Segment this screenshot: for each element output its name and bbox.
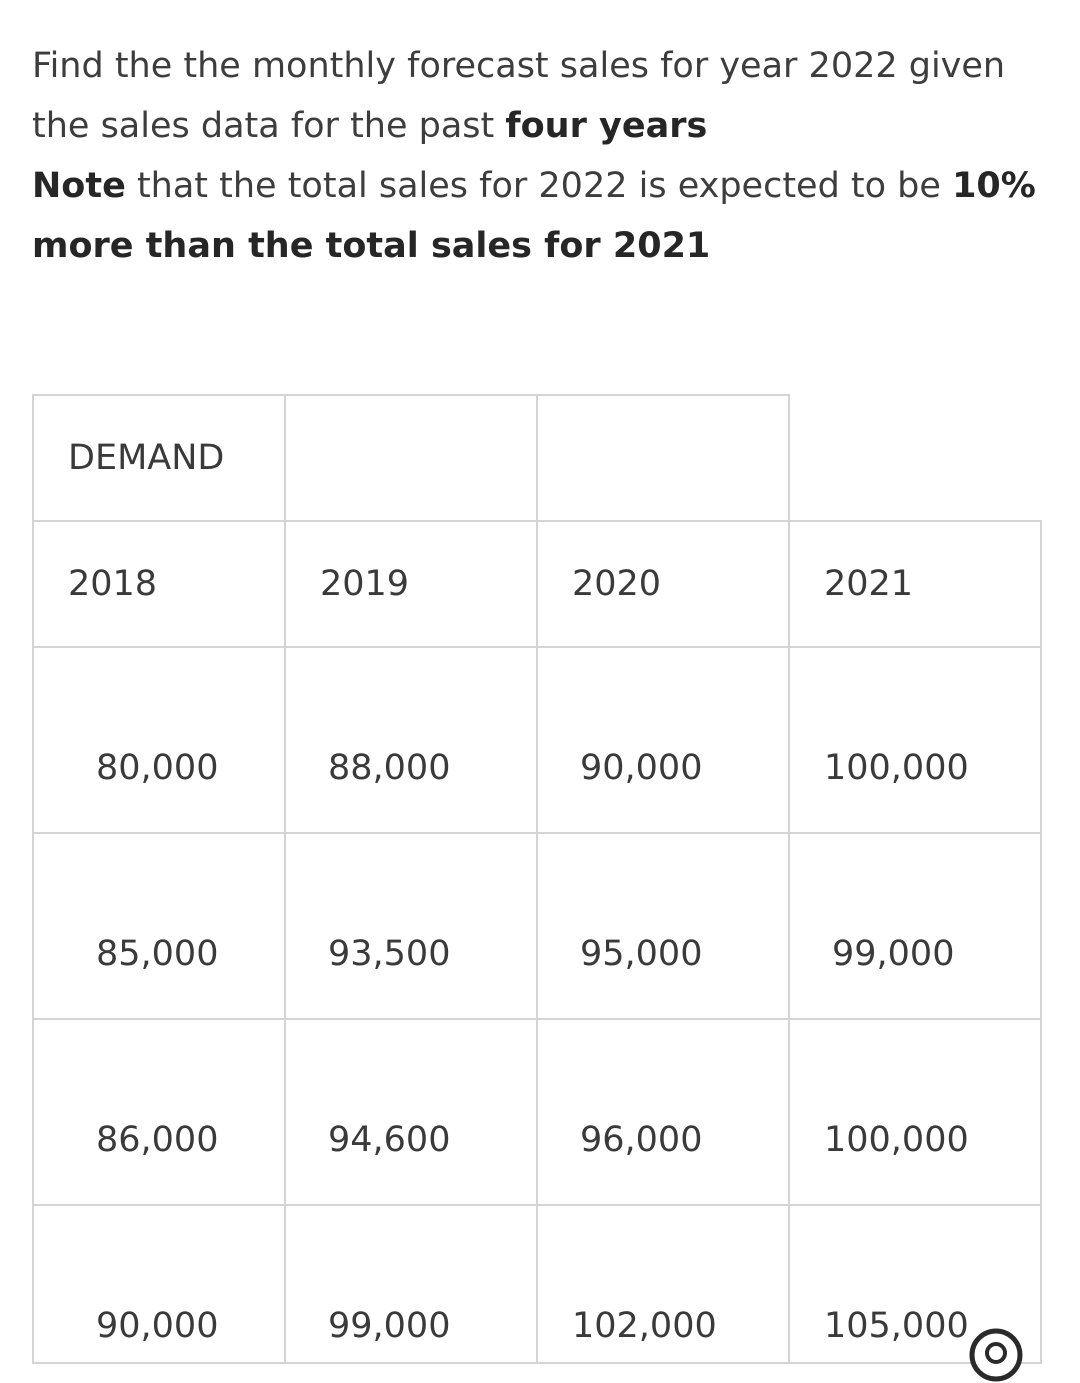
demand-value: 85,000 <box>96 934 219 974</box>
table-cell: 90,000 <box>32 1204 286 1364</box>
table-cell: 95,000 <box>536 832 790 1020</box>
table-header-cell: DEMAND <box>32 394 286 522</box>
demand-value: 96,000 <box>580 1120 703 1160</box>
demand-value: 86,000 <box>96 1120 219 1160</box>
demand-value: 80,000 <box>96 748 219 788</box>
emphasis-more-than-2021: more than the total sales for 2021 <box>32 226 711 266</box>
year-label: 2020 <box>572 564 662 604</box>
table-cell: 102,000 <box>536 1204 790 1364</box>
demand-value: 100,000 <box>824 748 969 788</box>
demand-value: 90,000 <box>96 1306 219 1346</box>
emphasis-four-years: four years <box>505 106 708 146</box>
emphasis-ten-percent: 10% <box>952 166 1036 206</box>
year-label: 2018 <box>68 564 158 604</box>
table-cell: 93,500 <box>284 832 538 1020</box>
table-cell: 88,000 <box>284 646 538 834</box>
year-cell: 2018 <box>32 520 286 648</box>
table-cell: 100,000 <box>788 646 1042 834</box>
zoom-icon[interactable] <box>968 1327 1024 1383</box>
year-label: 2021 <box>824 564 914 604</box>
table-cell: 96,000 <box>536 1018 790 1206</box>
table-cell: 85,000 <box>32 832 286 1020</box>
demand-value: 99,000 <box>832 934 955 974</box>
question-line-3: Note that the total sales for 2022 is ex… <box>32 156 1042 216</box>
table-cell: 99,000 <box>284 1204 538 1364</box>
table-cell: 100,000 <box>788 1018 1042 1206</box>
table-header-empty-cell <box>284 394 538 522</box>
demand-value: 102,000 <box>572 1306 717 1346</box>
demand-header: DEMAND <box>68 438 225 478</box>
demand-value: 99,000 <box>328 1306 451 1346</box>
question-line-2-text: the sales data for the past <box>32 106 506 146</box>
demand-value: 105,000 <box>824 1306 969 1346</box>
question-line-4: more than the total sales for 2021 <box>32 216 1042 276</box>
table-cell: 86,000 <box>32 1018 286 1206</box>
table-cell: 80,000 <box>32 646 286 834</box>
table-cell: 90,000 <box>536 646 790 834</box>
question-line-1: Find the the monthly forecast sales for … <box>32 46 1006 86</box>
demand-value: 100,000 <box>824 1120 969 1160</box>
year-cell: 2021 <box>788 520 1042 648</box>
question-line-2: the sales data for the past four years <box>32 96 1042 156</box>
demand-value: 94,600 <box>328 1120 451 1160</box>
emphasis-note: Note <box>32 166 126 206</box>
demand-value: 93,500 <box>328 934 451 974</box>
demand-value: 90,000 <box>580 748 703 788</box>
question-text: Find the the monthly forecast sales for … <box>32 36 1042 276</box>
table-cell: 99,000 <box>788 832 1042 1020</box>
table-cell: 94,600 <box>284 1018 538 1206</box>
table-header-empty-cell <box>536 394 790 522</box>
question-line-3-text: that the total sales for 2022 is expecte… <box>125 166 953 206</box>
demand-value: 95,000 <box>580 934 703 974</box>
year-cell: 2020 <box>536 520 790 648</box>
demand-value: 88,000 <box>328 748 451 788</box>
year-cell: 2019 <box>284 520 538 648</box>
year-label: 2019 <box>320 564 410 604</box>
